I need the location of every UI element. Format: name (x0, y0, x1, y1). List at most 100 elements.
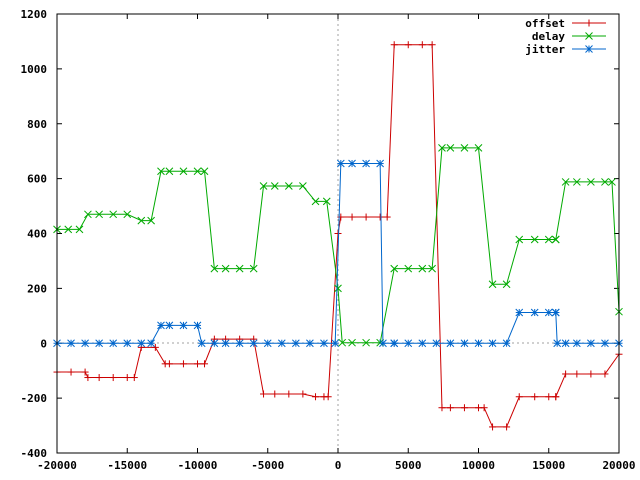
legend-item-offset: offset (525, 17, 606, 30)
data-point-delay (210, 264, 219, 273)
data-point-jitter (418, 339, 427, 348)
data-point-offset (81, 368, 89, 376)
data-point-delay (84, 210, 92, 219)
data-point-delay (561, 178, 570, 186)
data-point-offset (271, 390, 279, 398)
y-tick-label: -200 (21, 392, 48, 405)
data-point-jitter (137, 339, 146, 348)
data-point-offset (573, 370, 581, 378)
data-point-delay (123, 210, 132, 219)
data-point-jitter (331, 339, 340, 348)
data-point-delay (221, 264, 230, 273)
data-point-jitter (502, 339, 511, 348)
data-point-jitter (306, 339, 314, 348)
data-point-offset (362, 213, 370, 221)
y-tick-label: 200 (27, 282, 47, 295)
data-point-offset (390, 41, 398, 49)
data-point-delay (165, 167, 174, 176)
data-point-jitter (123, 339, 132, 348)
data-point-jitter (291, 339, 300, 348)
data-point-jitter (376, 159, 385, 168)
data-point-delay (544, 235, 553, 244)
data-point-offset (438, 404, 446, 412)
data-point-delay (322, 197, 331, 206)
y-tick-label: -400 (21, 447, 48, 460)
x-tick-label: 5000 (395, 459, 422, 472)
data-point-delay (515, 235, 524, 244)
data-point-jitter (572, 339, 581, 348)
data-point-delay (200, 167, 209, 176)
data-point-jitter (488, 339, 497, 348)
data-point-jitter (165, 321, 174, 330)
data-point-delay (95, 210, 104, 219)
data-point-offset (95, 374, 103, 382)
legend-label: delay (532, 30, 565, 43)
data-point-jitter (81, 339, 89, 348)
data-point-offset (562, 370, 570, 378)
data-point-delay (348, 338, 356, 347)
data-point-jitter (157, 321, 165, 330)
data-point-jitter (67, 339, 75, 348)
legend-item-delay: delay (532, 30, 606, 43)
data-point-offset (587, 370, 595, 378)
data-point-delay (109, 210, 118, 219)
data-point-offset (201, 360, 209, 368)
data-point-offset (515, 393, 523, 401)
data-point-offset (84, 374, 92, 382)
data-point-jitter (320, 339, 328, 348)
data-point-jitter (544, 308, 553, 317)
data-point-offset (337, 213, 345, 221)
data-point-delay (193, 167, 202, 176)
data-point-jitter (263, 339, 272, 348)
series-jitter (53, 159, 623, 348)
x-tick-label: 15000 (532, 459, 565, 472)
data-point-jitter (362, 159, 370, 168)
data-point-delay (284, 182, 293, 190)
data-point-delay (551, 235, 560, 244)
data-point-offset (130, 374, 138, 382)
data-point-jitter (147, 339, 155, 348)
data-point-delay (362, 338, 370, 347)
data-point-offset (418, 41, 426, 49)
data-point-jitter (348, 159, 356, 168)
data-point-jitter (390, 339, 399, 348)
data-point-offset (545, 393, 553, 401)
data-point-delay (474, 144, 483, 152)
data-point-delay (299, 182, 307, 190)
data-point-offset (179, 360, 187, 368)
data-point-jitter (249, 339, 258, 348)
data-point-jitter (277, 339, 286, 348)
data-point-jitter (601, 339, 609, 348)
data-point-jitter (551, 308, 560, 317)
data-point-offset (109, 374, 117, 382)
data-point-jitter (336, 159, 345, 168)
data-point-delay (404, 264, 413, 273)
data-point-delay (530, 235, 539, 244)
legend-label: offset (525, 17, 565, 30)
series-line-offset (57, 44, 620, 428)
data-point-jitter (460, 339, 469, 348)
y-tick-label: 0 (40, 337, 47, 350)
data-point-jitter (530, 308, 539, 317)
data-point-offset (334, 230, 342, 237)
data-point-jitter (210, 339, 219, 348)
data-point-jitter (193, 321, 202, 330)
data-point-jitter (587, 339, 595, 348)
x-tick-label: -20000 (37, 459, 77, 472)
x-tick-label: -5000 (251, 459, 284, 472)
data-point-offset (324, 393, 332, 401)
x-tick-label: 20000 (602, 459, 635, 472)
data-point-offset (404, 41, 412, 49)
data-point-jitter (561, 339, 570, 348)
data-point-offset (460, 404, 468, 412)
legend-label: jitter (525, 43, 565, 56)
data-point-delay (488, 280, 497, 289)
x-tick-label: -15000 (107, 459, 147, 472)
series-delay (53, 144, 623, 347)
x-tick-label: 10000 (462, 459, 495, 472)
data-point-jitter (474, 339, 483, 348)
data-point-delay (608, 178, 616, 186)
data-point-delay (137, 216, 146, 225)
data-point-delay (249, 264, 258, 273)
